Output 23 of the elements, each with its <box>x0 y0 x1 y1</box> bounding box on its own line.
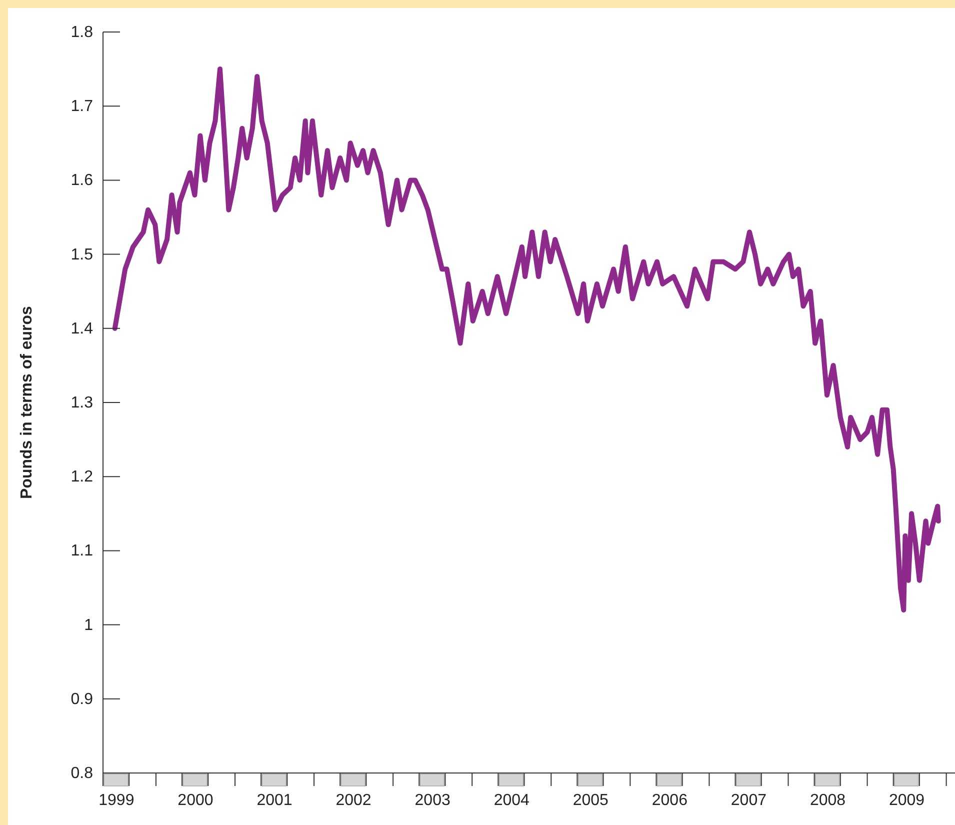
y-tick-label: 1.5 <box>70 246 94 264</box>
x-tick-label: 2007 <box>730 792 767 809</box>
x-tick-label: 2003 <box>414 792 450 809</box>
x-tick-label: 2000 <box>178 792 214 809</box>
x-tick-label: 1999 <box>98 792 134 809</box>
x-tick-label: 2009 <box>888 792 925 809</box>
x-tick-label: 2002 <box>336 792 372 809</box>
x-tick-label: 2001 <box>256 792 292 809</box>
y-tick-label: 1.8 <box>70 24 94 41</box>
y-tick-label: 1.4 <box>70 320 94 338</box>
x-tick-label: 2008 <box>810 792 846 809</box>
x-tick-label: 2006 <box>652 792 688 809</box>
y-tick-label: 0.8 <box>70 765 94 782</box>
y-tick-label: 1.2 <box>70 468 94 486</box>
y-tick-label: 0.9 <box>70 690 94 708</box>
x-tick-label: 2004 <box>494 792 530 809</box>
y-axis-title: Pounds in terms of euros <box>18 306 36 499</box>
y-tick-label: 1.7 <box>70 98 94 116</box>
x-tick-label: 2005 <box>572 792 609 809</box>
y-tick-label: 1.6 <box>70 172 94 190</box>
y-tick-label: 1.3 <box>70 394 94 412</box>
y-tick-label: 1 <box>84 616 94 634</box>
y-tick-label: 1.1 <box>70 542 94 560</box>
